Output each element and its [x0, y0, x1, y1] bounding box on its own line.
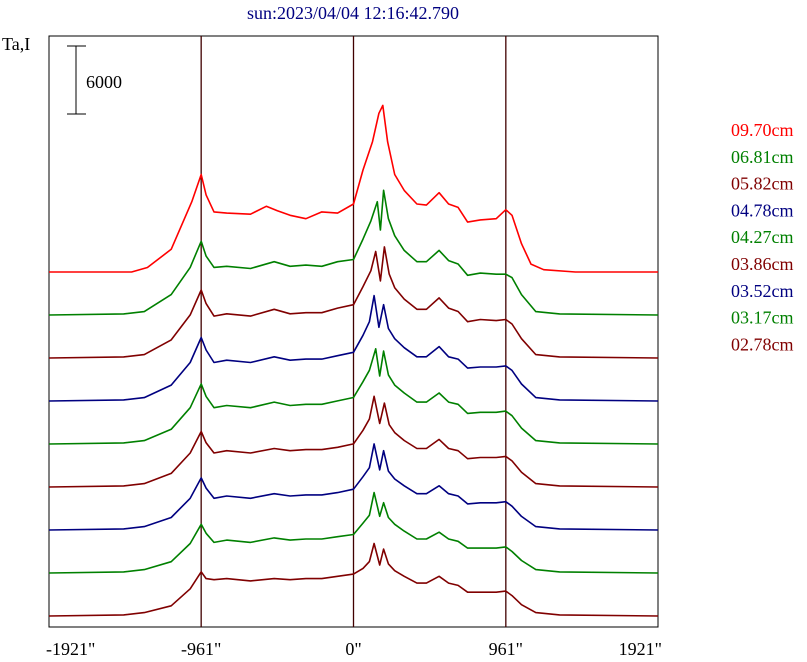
x-tick-label: 1921": [619, 639, 662, 659]
x-tick-label: -1921": [46, 639, 95, 659]
legend-entry: 03.86cm: [731, 254, 794, 274]
legend-entry: 02.78cm: [731, 334, 794, 354]
vertical-markers: [200, 36, 507, 627]
series-lines: [48, 104, 659, 617]
legend-entry: 03.17cm: [731, 308, 794, 328]
legend-entry: 05.82cm: [731, 174, 794, 194]
x-tick-label: 0": [345, 639, 361, 659]
series-line-04.78cm: [48, 294, 659, 402]
scale-bar: 6000: [67, 45, 122, 115]
legend: 09.70cm 06.81cm 05.82cm 04.78cm 04.27cm 03.86…: [731, 120, 794, 354]
legend-entry: 03.52cm: [731, 281, 794, 301]
series-line-03.86cm: [48, 395, 659, 488]
legend-entry: 06.81cm: [731, 147, 794, 167]
legend-entry: 09.70cm: [731, 120, 794, 140]
chart-title: sun:2023/04/04 12:16:42.790: [247, 3, 459, 23]
scale-bar-label: 6000: [86, 72, 122, 92]
legend-entry: 04.27cm: [731, 227, 794, 247]
series-line-02.78cm: [48, 542, 659, 617]
x-tick-label: -961": [181, 639, 221, 659]
x-tick-label: 961": [489, 639, 523, 659]
series-line-04.27cm: [48, 347, 659, 445]
series-line-09.70cm: [49, 104, 658, 273]
series-line-06.81cm: [48, 189, 659, 316]
series-line-05.82cm: [48, 246, 659, 359]
legend-entry: 04.78cm: [731, 200, 794, 220]
series-line-03.17cm: [48, 491, 659, 574]
series-line-03.52cm: [48, 443, 659, 531]
x-tick-labels: -1921" -961" 0" 961" 1921": [46, 639, 662, 659]
y-axis-label: Ta,I: [2, 34, 30, 54]
